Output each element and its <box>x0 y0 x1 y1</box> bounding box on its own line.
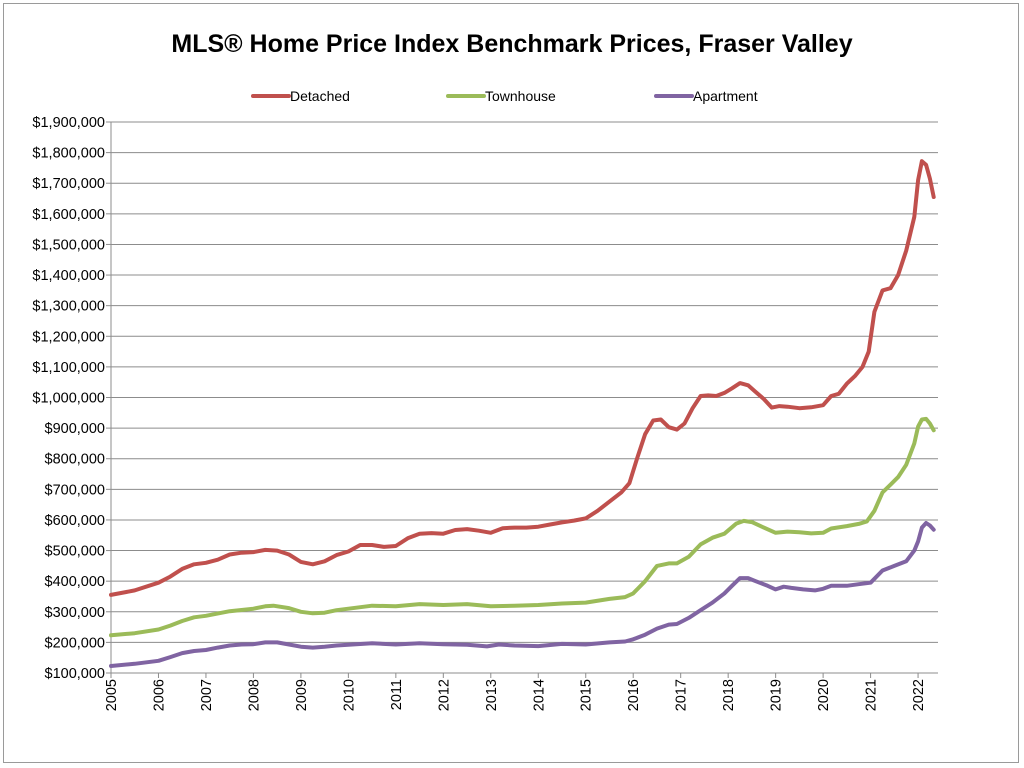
series-line-townhouse <box>109 416 936 638</box>
y-tick-label: $100,000 <box>45 666 105 682</box>
y-tick-label: $1,100,000 <box>32 360 105 376</box>
y-tick-label: $1,500,000 <box>32 237 105 253</box>
x-tick-label: 2012 <box>436 679 452 711</box>
x-tick-label: 2020 <box>816 679 832 711</box>
y-tick-label: $600,000 <box>45 513 105 529</box>
y-tick-label: $1,300,000 <box>32 299 105 315</box>
axes <box>106 121 938 678</box>
x-tick-label: 2016 <box>626 679 642 711</box>
y-tick-label: $1,600,000 <box>32 207 105 223</box>
chart-title: MLS® Home Price Index Benchmark Prices, … <box>171 30 853 58</box>
x-tick-label: 2010 <box>341 679 357 711</box>
y-tick-label: $200,000 <box>45 635 105 651</box>
x-tick-label: 2008 <box>246 679 262 711</box>
y-tick-label: $500,000 <box>45 544 105 560</box>
x-tick-label: 2013 <box>484 679 500 711</box>
x-tick-label: 2019 <box>769 679 785 711</box>
series-line-apartment <box>109 521 936 668</box>
x-tick-label: 2005 <box>104 679 120 711</box>
y-tick-label: $1,400,000 <box>32 268 105 284</box>
x-tick-label: 2018 <box>721 679 737 711</box>
y-tick-label: $1,000,000 <box>32 391 105 407</box>
y-tick-label: $1,900,000 <box>32 115 105 131</box>
legend: Detached Townhouse Apartment <box>251 88 758 104</box>
y-tick-label: $300,000 <box>45 605 105 621</box>
x-tick-label: 2009 <box>294 679 310 711</box>
y-tick-label: $1,700,000 <box>32 176 105 192</box>
y-axis-tick-labels: $100,000 $200,000 $300,000 $400,000 $500,000… <box>32 115 105 682</box>
y-tick-label: $1,200,000 <box>32 329 105 345</box>
legend-label-apartment: Apartment <box>693 88 758 104</box>
series-line-detached <box>109 159 936 597</box>
y-tick-label: $800,000 <box>45 452 105 468</box>
x-tick-label: 2021 <box>864 679 880 711</box>
x-tick-label: 2022 <box>911 679 927 711</box>
x-tick-label: 2007 <box>199 679 215 711</box>
y-tick-label: $900,000 <box>45 421 105 437</box>
y-tick-label: $1,800,000 <box>32 146 105 162</box>
series-lines <box>109 159 936 668</box>
x-axis-tick-labels: 2005 2006 2007 2008 2009 2010 2011 2012 2013 2014… <box>104 679 927 711</box>
y-tick-label: $700,000 <box>45 482 105 498</box>
legend-label-detached: Detached <box>290 88 350 104</box>
gridlines <box>111 121 938 674</box>
x-tick-label: 2017 <box>674 679 690 711</box>
x-tick-label: 2011 <box>389 679 405 710</box>
x-tick-label: 2014 <box>531 679 547 711</box>
y-tick-label: $400,000 <box>45 574 105 590</box>
x-tick-label: 2015 <box>579 679 595 711</box>
x-tick-label: 2006 <box>151 679 167 711</box>
legend-label-townhouse: Townhouse <box>485 88 556 104</box>
